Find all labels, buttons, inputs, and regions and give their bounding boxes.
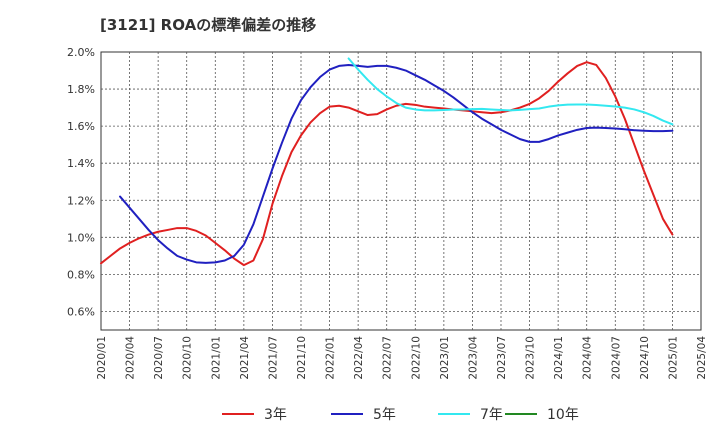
plot-area: [100, 51, 702, 331]
x-tick-label: 2023/01: [439, 336, 451, 380]
x-tick-label: 2020/04: [125, 336, 137, 380]
series-line-2: [347, 57, 674, 126]
x-tick-label: 2020/10: [182, 336, 194, 380]
x-tick-label: 2021/07: [267, 336, 279, 380]
x-tick-label: 2022/04: [353, 336, 365, 380]
x-tick-label: 2022/10: [410, 336, 422, 380]
x-tick-label: 2024/10: [639, 336, 651, 380]
x-tick-label: 2023/10: [525, 336, 537, 380]
x-tick-label: 2021/04: [239, 336, 251, 380]
y-tick-label: 1.2%: [67, 194, 95, 207]
legend: 3年 5年 7年 10年: [222, 407, 579, 423]
x-tick-label: 2021/10: [296, 336, 308, 380]
y-tick-label: 2.0%: [67, 46, 95, 59]
x-tick-label: 2024/07: [610, 336, 622, 380]
x-tick-label: 2023/07: [496, 336, 508, 380]
x-tick-label: 2025/01: [667, 336, 679, 380]
x-tick-label: 2022/07: [382, 336, 394, 380]
legend-label-3: 10年: [547, 407, 579, 423]
x-tick-label: 2023/04: [467, 336, 479, 380]
y-tick-label: 1.0%: [67, 231, 95, 244]
y-tick-label: 1.4%: [67, 157, 95, 170]
legend-label-1: 5年: [373, 407, 396, 423]
grid-lines: [101, 52, 701, 330]
x-axis-ticks: 2020/01 2020/04 2020/07 2020/10 2021/01 2021/…: [96, 336, 708, 380]
y-axis-ticks: 0.6% 0.8% 1.0% 1.2% 1.4% 1.6% 1.8% 2.0%: [67, 46, 95, 318]
legend-label-2: 7年: [480, 407, 503, 423]
series-line-1: [119, 63, 674, 264]
x-tick-label: 2021/01: [210, 336, 222, 380]
x-tick-label: 2020/07: [153, 336, 165, 380]
chart-title: [3121] ROAの標準偏差の推移: [100, 16, 317, 34]
series-line-0: [100, 61, 674, 267]
x-tick-label: 2024/01: [553, 336, 565, 380]
x-tick-label: 2024/04: [582, 336, 594, 380]
x-tick-label: 2025/04: [696, 336, 708, 380]
series-lines: [100, 57, 674, 267]
y-tick-label: 1.6%: [67, 120, 95, 133]
x-tick-label: 2022/01: [325, 336, 337, 380]
x-tick-label: 2020/01: [96, 336, 108, 380]
y-tick-label: 1.8%: [67, 83, 95, 96]
y-tick-label: 0.8%: [67, 268, 95, 281]
y-tick-label: 0.6%: [67, 305, 95, 318]
legend-label-0: 3年: [264, 407, 287, 423]
